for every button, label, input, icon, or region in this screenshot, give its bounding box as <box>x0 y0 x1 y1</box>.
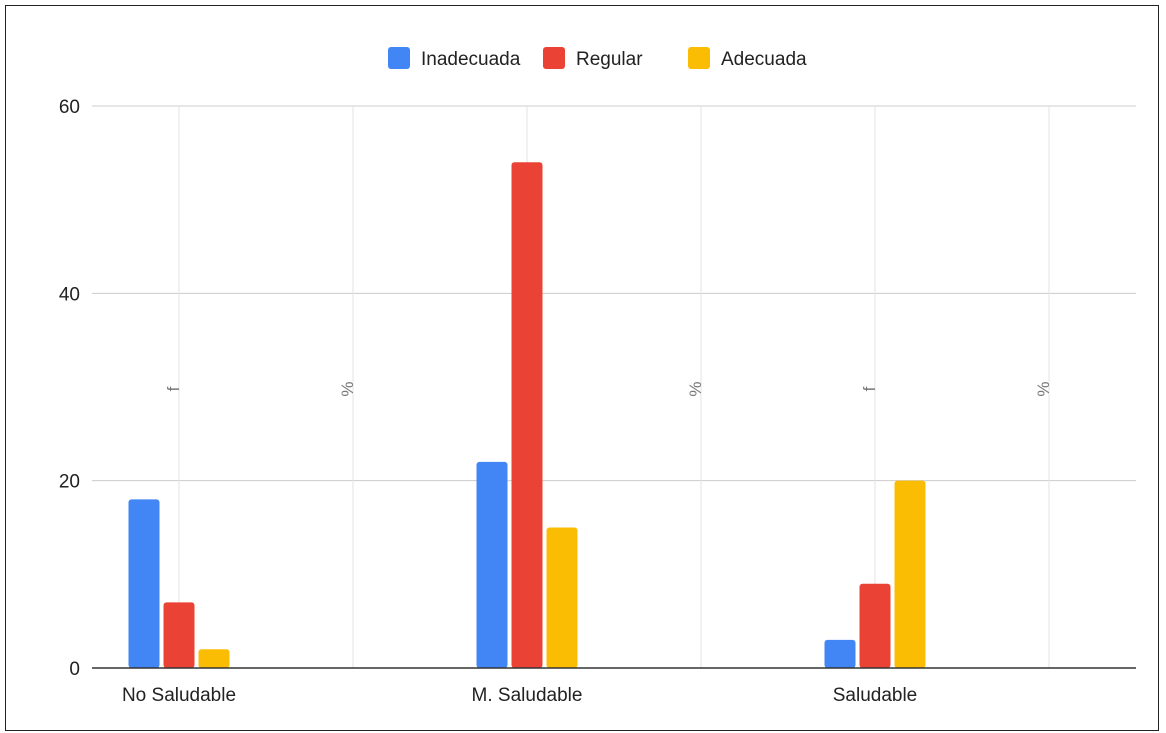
x-category-label-2: Saludable <box>833 685 918 706</box>
legend-swatch-adecuada <box>688 47 710 69</box>
legend-swatch-regular <box>543 47 565 69</box>
bar-inadecuada-0 <box>128 499 160 668</box>
legend-label-regular: Regular <box>576 49 643 70</box>
grid-lines <box>92 105 1136 482</box>
bar-regular-0 <box>163 602 195 668</box>
bar-regular-1 <box>511 162 543 668</box>
legend: Inadecuada Regular Adecuada <box>388 47 807 70</box>
y-tick-label-0: 0 <box>69 659 80 680</box>
legend-label-inadecuada: Inadecuada <box>421 49 521 70</box>
sub-column-label-5: % <box>1034 381 1053 396</box>
y-tick-label-40: 40 <box>59 284 80 305</box>
axes: 0 20 40 60 No Saludable M. Saludable Saludable <box>59 97 1136 706</box>
legend-swatch-inadecuada <box>388 47 410 69</box>
sub-column-label-0: f <box>164 386 183 391</box>
legend-label-adecuada: Adecuada <box>721 49 807 70</box>
x-category-label-0: No Saludable <box>122 685 236 706</box>
sub-column-label-1: % <box>338 381 357 396</box>
sub-column-label-3: % <box>686 381 705 396</box>
sub-column-label-4: f <box>860 386 879 391</box>
sub-column-labels: f%f%f% <box>164 381 1053 396</box>
y-tick-label-20: 20 <box>59 472 80 493</box>
bar-regular-2 <box>859 583 891 668</box>
bar-inadecuada-2 <box>824 639 856 668</box>
y-tick-label-60: 60 <box>59 97 80 118</box>
bar-adecuada-0 <box>198 649 230 668</box>
bar-adecuada-1 <box>546 527 578 668</box>
bars <box>128 162 926 668</box>
bar-adecuada-2 <box>894 480 926 668</box>
x-category-label-1: M. Saludable <box>472 685 583 706</box>
bar-inadecuada-1 <box>476 461 508 668</box>
